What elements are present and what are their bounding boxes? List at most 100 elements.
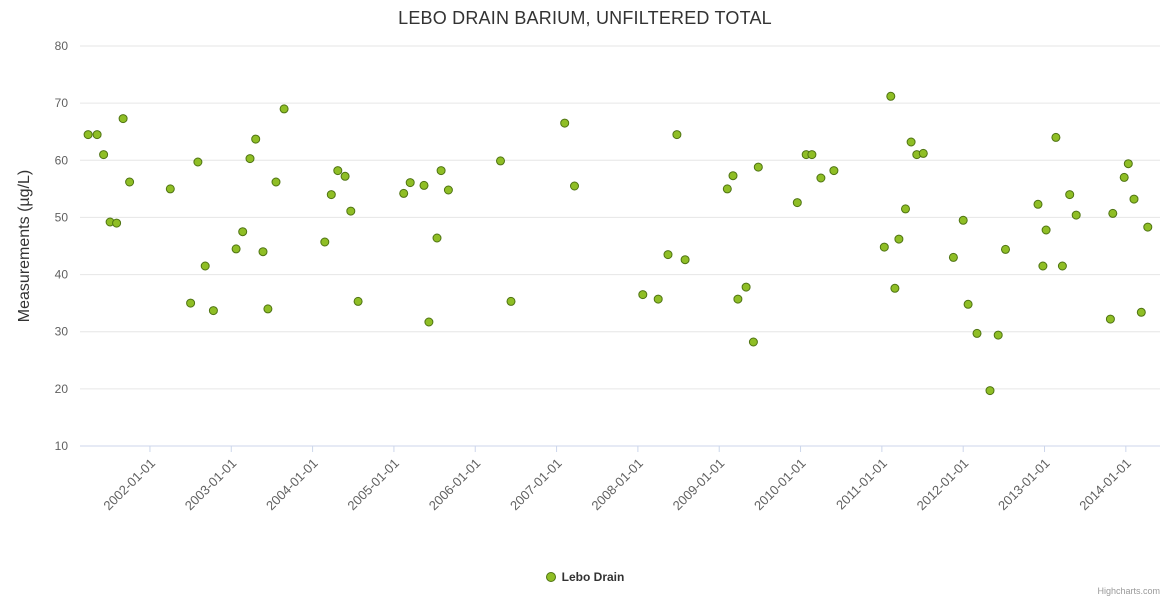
scatter-point[interactable] — [436, 166, 446, 176]
x-tick-label: 2004-01-01 — [263, 456, 321, 514]
scatter-point[interactable] — [816, 173, 826, 183]
y-tick-label: 50 — [55, 210, 69, 224]
scatter-point[interactable] — [753, 162, 763, 172]
scatter-point[interactable] — [1051, 132, 1061, 142]
highcharts-credit-link[interactable]: Highcharts.com — [1097, 586, 1160, 596]
x-tick-label: 2008-01-01 — [588, 456, 646, 514]
scatter-point[interactable] — [1065, 190, 1075, 200]
scatter-point[interactable] — [1123, 159, 1133, 169]
scatter-point[interactable] — [663, 250, 673, 260]
scatter-point[interactable] — [238, 227, 248, 237]
scatter-point[interactable] — [193, 157, 203, 167]
scatter-point[interactable] — [118, 114, 128, 124]
scatter-point[interactable] — [728, 171, 738, 181]
scatter-point[interactable] — [419, 180, 429, 190]
scatter-point[interactable] — [326, 190, 336, 200]
scatter-point[interactable] — [208, 306, 218, 316]
scatter-point[interactable] — [993, 330, 1003, 340]
scatter-point[interactable] — [245, 154, 255, 164]
scatter-point[interactable] — [251, 134, 261, 144]
scatter-point[interactable] — [1033, 199, 1043, 209]
scatter-point[interactable] — [443, 185, 453, 195]
scatter-point[interactable] — [432, 233, 442, 243]
scatter-point[interactable] — [1001, 244, 1010, 254]
scatter-point[interactable] — [906, 137, 916, 147]
scatter-point[interactable] — [1108, 208, 1118, 218]
scatter-point[interactable] — [638, 290, 648, 300]
scatter-point[interactable] — [733, 294, 743, 304]
scatter-point[interactable] — [83, 130, 93, 140]
scatter-point[interactable] — [186, 298, 196, 308]
scatter-point[interactable] — [399, 188, 409, 198]
scatter-point[interactable] — [506, 296, 516, 306]
scatter-point[interactable] — [263, 304, 273, 314]
scatter-point[interactable] — [741, 282, 751, 292]
scatter-point[interactable] — [125, 177, 135, 187]
legend-marker-icon — [545, 572, 556, 582]
scatter-point[interactable] — [570, 181, 579, 191]
scatter-point[interactable] — [1041, 225, 1051, 235]
chart-title: LEBO DRAIN BARIUM, UNFILTERED TOTAL — [398, 8, 772, 28]
legend-item-lebo-drain[interactable]: Lebo Drain — [0, 570, 1170, 584]
scatter-point[interactable] — [1071, 210, 1081, 220]
scatter-point[interactable] — [829, 166, 839, 176]
scatter-point[interactable] — [1105, 314, 1115, 324]
scatter-point[interactable] — [560, 118, 570, 128]
scatter-point[interactable] — [1057, 261, 1067, 271]
x-tick-label: 2011-01-01 — [833, 456, 890, 513]
scatter-point[interactable] — [963, 299, 973, 309]
scatter-point[interactable] — [1136, 307, 1146, 317]
scatter-point[interactable] — [1129, 194, 1139, 204]
scatter-point[interactable] — [496, 156, 505, 166]
scatter-point[interactable] — [92, 130, 102, 140]
scatter-point[interactable] — [353, 296, 363, 306]
scatter-point[interactable] — [99, 150, 109, 160]
scatter-point[interactable] — [879, 242, 889, 252]
scatter-point[interactable] — [672, 130, 682, 140]
scatter-point[interactable] — [680, 255, 690, 265]
scatter-point[interactable] — [886, 91, 896, 101]
x-tick-label: 2005-01-01 — [344, 456, 402, 514]
y-tick-label: 40 — [55, 268, 69, 282]
x-tick-label: 2007-01-01 — [507, 456, 565, 514]
scatter-point[interactable] — [894, 234, 904, 244]
scatter-point[interactable] — [1038, 261, 1048, 271]
scatter-point[interactable] — [333, 166, 343, 176]
x-tick-label: 2009-01-01 — [670, 456, 728, 514]
scatter-point[interactable] — [948, 252, 958, 262]
scatter-point[interactable] — [901, 204, 910, 214]
scatter-point[interactable] — [653, 294, 663, 304]
scatter-point[interactable] — [346, 206, 356, 216]
scatter-point[interactable] — [279, 104, 289, 114]
scatter-point[interactable] — [200, 261, 210, 271]
scatter-point[interactable] — [405, 178, 415, 188]
x-tick-label: 2010-01-01 — [751, 456, 809, 514]
scatter-point[interactable] — [985, 386, 995, 396]
legend-label: Lebo Drain — [561, 570, 625, 584]
scatter-point[interactable] — [320, 237, 330, 247]
scatter-point[interactable] — [1119, 172, 1129, 182]
scatter-point[interactable] — [918, 148, 928, 158]
scatter-point[interactable] — [890, 283, 900, 293]
scatter-point[interactable] — [792, 198, 802, 208]
scatter-point[interactable] — [231, 244, 241, 254]
scatter-point[interactable] — [165, 184, 175, 194]
scatter-point[interactable] — [424, 317, 434, 327]
y-tick-label: 80 — [55, 39, 69, 53]
scatter-point[interactable] — [340, 171, 350, 181]
scatter-point[interactable] — [722, 184, 732, 194]
scatter-point[interactable] — [1143, 222, 1153, 232]
scatter-point[interactable] — [807, 150, 817, 160]
scatter-point[interactable] — [112, 218, 122, 228]
scatter-point[interactable] — [258, 247, 268, 257]
x-tick-label: 2013-01-01 — [995, 456, 1053, 514]
scatter-point[interactable] — [958, 215, 968, 225]
x-tick-label: 2014-01-01 — [1076, 456, 1134, 514]
x-tick-label: 2003-01-01 — [182, 456, 240, 514]
scatter-point[interactable] — [271, 177, 281, 187]
y-tick-label: 20 — [55, 382, 69, 396]
scatter-point[interactable] — [748, 337, 758, 347]
x-tick-label: 2002-01-01 — [100, 456, 158, 514]
scatter-point[interactable] — [972, 328, 982, 338]
